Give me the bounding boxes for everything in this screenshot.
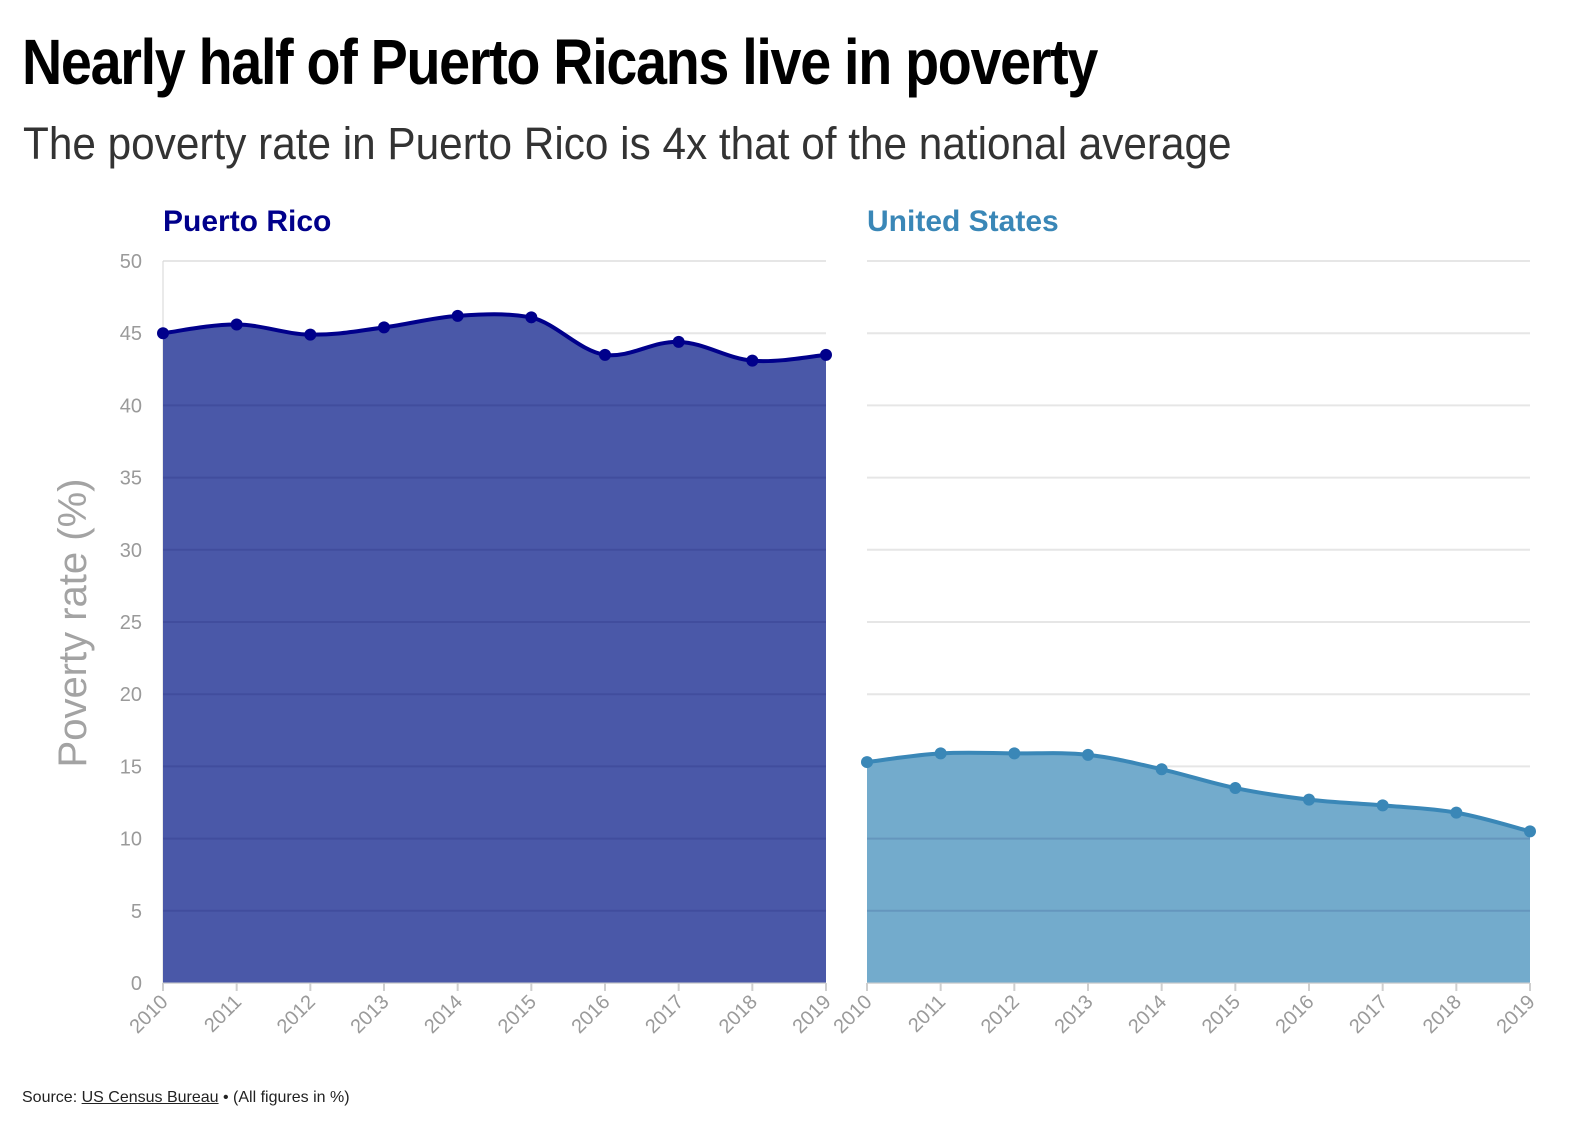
point-puerto-rico-2019 [820, 348, 832, 361]
line-united-states [866, 750, 1531, 834]
x-tick-label: 2010 [126, 991, 173, 1038]
panel-title-united-states: United States [867, 205, 1059, 238]
point-puerto-rico-2012 [304, 328, 317, 341]
y-tick-label: 15 [120, 756, 142, 778]
x-tick-label: 2014 [1124, 991, 1171, 1038]
x-tick-label: 2016 [568, 991, 615, 1038]
panel-puerto-rico: Puerto Rico 2010 2011 2012 2013 2014 2015 2016 2… [126, 205, 836, 1038]
y-axis-label: Poverty rate (%) [51, 479, 95, 768]
y-tick-label: 20 [120, 684, 142, 706]
point-puerto-rico-2015 [525, 311, 538, 324]
point-united-states-2015 [1229, 782, 1242, 795]
panel-title-puerto-rico: Puerto Rico [163, 205, 331, 238]
y-tick-label: 45 [120, 323, 142, 345]
x-tick-label: 2013 [347, 991, 394, 1038]
line-puerto-rico [162, 312, 827, 364]
area-puerto-rico [163, 314, 826, 984]
point-united-states-2011 [934, 747, 947, 760]
point-united-states-2014 [1155, 763, 1168, 776]
point-puerto-rico-2010 [157, 327, 169, 340]
point-puerto-rico-2016 [599, 348, 611, 361]
y-tick-label: 5 [131, 901, 142, 923]
y-tick-label: 50 [120, 251, 142, 273]
x-tick-label: 2015 [494, 991, 541, 1038]
y-tick-label: 10 [120, 829, 142, 851]
source-link[interactable]: US Census Bureau [81, 1089, 219, 1106]
area-united-states [867, 752, 1530, 983]
point-united-states-2013 [1082, 748, 1094, 761]
x-tick-label: 2014 [420, 991, 467, 1038]
x-tick-label: 2015 [1198, 991, 1245, 1038]
x-tick-label: 2018 [715, 991, 762, 1038]
x-tick-label: 2017 [641, 991, 688, 1038]
point-united-states-2010 [861, 756, 873, 769]
source-note: • (All figures in %) [218, 1089, 350, 1106]
x-tick-label: 2010 [830, 991, 877, 1038]
point-puerto-rico-2017 [672, 335, 685, 348]
y-tick-label: 30 [120, 540, 142, 562]
source-label: Source: [22, 1089, 78, 1106]
point-puerto-rico-2014 [451, 309, 464, 322]
point-united-states-2016 [1303, 793, 1315, 806]
x-tick-label: 2018 [1419, 991, 1466, 1038]
x-tick-label: 2011 [200, 991, 246, 1037]
chart-title: Nearly half of Puerto Ricans live in pov… [22, 26, 1098, 98]
x-tick-label: 2017 [1345, 991, 1392, 1038]
point-united-states-2017 [1376, 799, 1389, 812]
x-tick-label: 2016 [1272, 991, 1319, 1038]
source-footer: Source: US Census Bureau • (All figures … [22, 1089, 350, 1107]
point-united-states-2019 [1524, 825, 1536, 838]
point-puerto-rico-2018 [746, 354, 759, 367]
y-axis: 0 5 10 15 20 25 30 35 40 45 50 [120, 251, 164, 995]
y-tick-label: 25 [120, 612, 142, 634]
x-tick-label: 2012 [977, 991, 1024, 1038]
y-tick-label: 35 [120, 468, 142, 490]
point-united-states-2018 [1450, 806, 1463, 819]
chart-subtitle: The poverty rate in Puerto Rico is 4x th… [23, 118, 1232, 169]
x-tick-label: 2019 [789, 991, 836, 1038]
x-tick-label: 2019 [1493, 991, 1540, 1038]
point-puerto-rico-2011 [230, 318, 243, 331]
point-puerto-rico-2013 [378, 321, 390, 334]
y-tick-label: 40 [120, 395, 142, 417]
x-tick-label: 2013 [1051, 991, 1098, 1038]
y-tick-label: 0 [131, 973, 142, 995]
point-united-states-2012 [1008, 747, 1021, 760]
x-tick-label: 2011 [904, 991, 950, 1037]
x-tick-label: 2012 [273, 991, 320, 1038]
